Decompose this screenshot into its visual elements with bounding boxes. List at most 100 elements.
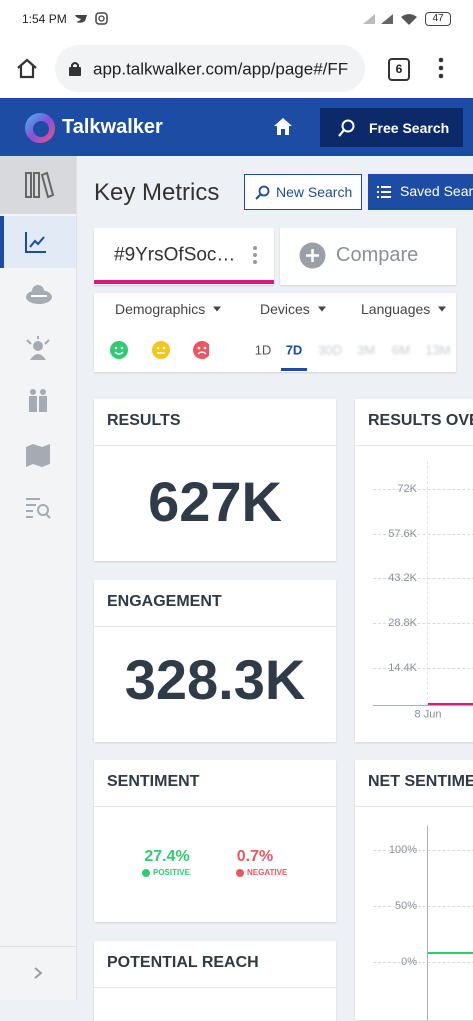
time-range[interactable]: 7D [285,342,303,358]
filter-dropdown[interactable]: Devices [260,301,310,317]
y-label: 72K [397,483,417,495]
sidebar-metrics[interactable] [0,216,76,268]
card-title: SENTIMENT [107,773,200,790]
status-time: 1:54 PM [22,12,67,26]
compare-label: Compare [336,244,419,266]
card-divider [94,987,336,988]
results-overtime-card: RESULTS OVE 8 Jun 72K 57.6K 43.2K 28.8K 14.4… [355,399,473,742]
header-home[interactable] [273,117,293,136]
time-range[interactable]: 1D [254,342,272,358]
grid-line [373,906,473,907]
time-range[interactable]: 6M [391,342,411,358]
home-button[interactable] [16,57,38,79]
card-title: NET SENTIME [368,773,473,790]
grid-line [373,962,473,963]
new-search-label: New Search [276,184,353,200]
x-axis [373,705,473,706]
saved-searches-button[interactable]: Saved Sear [368,174,473,210]
map-icon[interactable] [24,442,52,468]
sidebar-divider [0,946,76,947]
status-bar: 1:54 PM 47 [0,0,473,38]
results-line [428,703,473,705]
active-tab[interactable]: #9YrsOfSoc… [94,228,274,285]
signal-icons [363,14,417,25]
sentiment-card: SENTIMENT 27.4% POSITIVE 0.7% NEGATIVE [94,760,336,922]
y-label: 100% [388,844,417,856]
positive-icon [142,869,150,877]
sentiment-filters[interactable] [109,340,209,360]
negative-label: NEGATIVE [247,868,288,877]
search-list-icon[interactable] [24,496,52,520]
grid-line [373,489,473,490]
y-label: 0% [401,956,417,968]
tab-menu[interactable] [252,245,258,265]
sidebar [0,156,77,1000]
engagement-value: 328.3K [124,648,306,711]
expand-button[interactable] [33,966,43,980]
influencer-icon[interactable] [24,336,52,362]
new-search-icon [255,185,270,200]
y-label: 28.8K [388,617,417,630]
y-label: 57.6K [388,527,417,540]
grid-line [373,850,473,851]
card-divider [355,806,473,807]
filter-bar: Demographics Devices Languages 1D 7D 30D 3M 6M 1… [94,293,456,372]
saved-searches-label: Saved Sear [400,183,473,199]
free-search-label: Free Search [369,120,450,136]
time-range[interactable]: 13M [425,342,451,358]
tab-count[interactable]: 6 [388,58,410,81]
net-sentiment-card: NET SENTIME 100% 50% 0% [355,760,473,1020]
dropdown-caret [318,306,326,312]
search-icon [338,119,355,137]
potential-reach-card: POTENTIAL REACH [94,941,336,1021]
filter-dropdown[interactable]: Demographics [115,301,206,317]
negative-icon [236,869,244,877]
dropdown-caret [438,306,446,312]
range-underline [281,368,307,371]
free-search-button[interactable]: Free Search [320,108,463,147]
browser-bar: app.talkwalker.com/app/page#/FF 6 [0,38,473,98]
y-label: 50% [394,900,417,912]
card-title: RESULTS OVE [368,412,473,429]
app-header: Talkwalker Free Search [0,98,473,156]
logo-text[interactable]: Talkwalker [62,116,163,138]
compare-tab[interactable]: Compare [280,228,456,285]
positive-value: 27.4% [144,848,190,865]
y-label: 14.4K [388,661,417,674]
negative-value: 0.7% [236,848,274,865]
time-range[interactable]: 3M [356,342,376,358]
results-card: RESULTS 627K [94,399,336,561]
grid-line [373,578,473,580]
card-divider [94,806,336,807]
lock-icon [69,62,81,76]
new-search-button[interactable]: New Search [244,174,362,210]
active-tab-underline [94,280,274,284]
grid-line [373,667,473,669]
results-value: 627K [148,470,282,533]
y-axis [427,826,428,1020]
logo-icon[interactable] [22,110,58,146]
battery: 47 [425,12,451,26]
card-title: RESULTS [107,412,181,429]
sidebar-library[interactable] [0,156,76,214]
list-icon [377,186,391,198]
cloud-icon[interactable] [24,284,54,306]
card-divider [355,445,473,446]
time-range[interactable]: 30D [318,342,342,358]
metrics-icon [25,232,46,253]
demographics-icon[interactable] [24,388,52,414]
menu-button[interactable] [437,57,445,79]
url: app.talkwalker.com/app/page#/FF [93,59,349,79]
filter-dropdown[interactable]: Languages [361,301,431,317]
engagement-card: ENGAGEMENT 328.3K [94,580,336,742]
url-bar[interactable]: app.talkwalker.com/app/page#/FF [55,45,365,92]
card-title: ENGAGEMENT [107,593,222,610]
active-tab-label: #9YrsOfSoc… [114,244,236,266]
card-divider [94,445,336,446]
card-divider [94,626,336,627]
compare-icon [299,242,326,269]
date-marker [427,461,428,705]
status-icons [75,12,108,25]
x-label: 8 Jun [414,708,442,721]
